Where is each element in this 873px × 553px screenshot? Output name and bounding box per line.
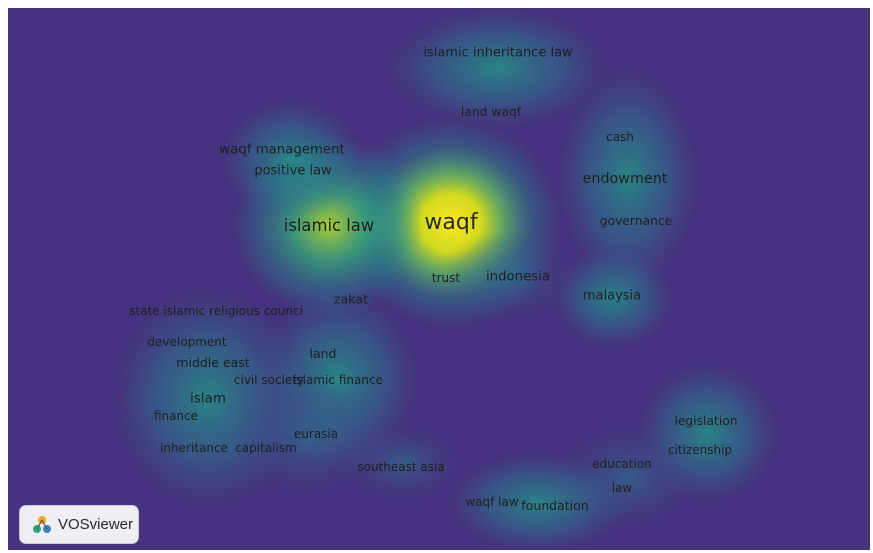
term-legislation[interactable]: legislation	[674, 413, 738, 428]
density-heat-layer	[113, 8, 778, 550]
term-state-islamic-religious-council[interactable]: state islamic religious counci	[129, 304, 303, 318]
term-waqf-law[interactable]: waqf law	[465, 495, 519, 509]
term-islam[interactable]: islam	[190, 390, 226, 407]
density-blob	[448, 453, 628, 550]
term-citizenship[interactable]: citizenship	[667, 443, 733, 457]
density-blob	[558, 68, 698, 288]
density-blob	[553, 248, 673, 348]
term-finance[interactable]: finance	[153, 409, 199, 423]
term-governance[interactable]: governance	[599, 213, 673, 228]
term-capitalism[interactable]: capitalism	[235, 441, 297, 455]
term-islamic-law[interactable]: islamic law	[283, 215, 375, 235]
term-positive-law[interactable]: positive law	[254, 163, 332, 179]
term-southeast-asia[interactable]: southeast asia	[357, 460, 445, 474]
term-malaysia[interactable]: malaysia	[582, 288, 642, 304]
density-blob	[221, 100, 361, 220]
density-blob	[438, 231, 578, 321]
vosviewer-label: VOSviewer	[58, 516, 134, 533]
term-education[interactable]: education	[592, 457, 652, 471]
term-zakat[interactable]: zakat	[333, 291, 369, 307]
density-map[interactable]: waqf islamic law islamic inheritance law la…	[8, 8, 870, 550]
term-law[interactable]: law	[611, 481, 633, 495]
vosviewer-badge[interactable]: VOSviewer	[19, 505, 139, 544]
term-land[interactable]: land	[309, 345, 337, 361]
term-civil-society[interactable]: civil society	[233, 373, 305, 387]
term-land-waqf[interactable]: land waqf	[460, 104, 522, 119]
density-blob	[388, 8, 608, 128]
term-development[interactable]: development	[147, 335, 227, 349]
term-waqf[interactable]: waqf	[424, 210, 478, 235]
term-indonesia[interactable]: indonesia	[485, 269, 551, 285]
term-endowment[interactable]: endowment	[582, 170, 668, 187]
density-blob	[343, 423, 463, 503]
term-inheritance[interactable]: inheritance	[160, 441, 228, 455]
term-islamic-inheritance-law[interactable]: islamic inheritance law	[423, 45, 573, 61]
term-islamic-finance[interactable]: islamic finance	[293, 373, 383, 387]
term-trust[interactable]: trust	[431, 271, 461, 285]
term-cash[interactable]: cash	[606, 130, 634, 144]
vosviewer-logo-icon	[33, 515, 51, 533]
term-middle-east[interactable]: middle east	[176, 354, 250, 370]
term-eurasia[interactable]: eurasia	[293, 427, 339, 441]
term-waqf-management[interactable]: waqf management	[219, 142, 345, 158]
term-foundation[interactable]: foundation	[521, 497, 589, 513]
